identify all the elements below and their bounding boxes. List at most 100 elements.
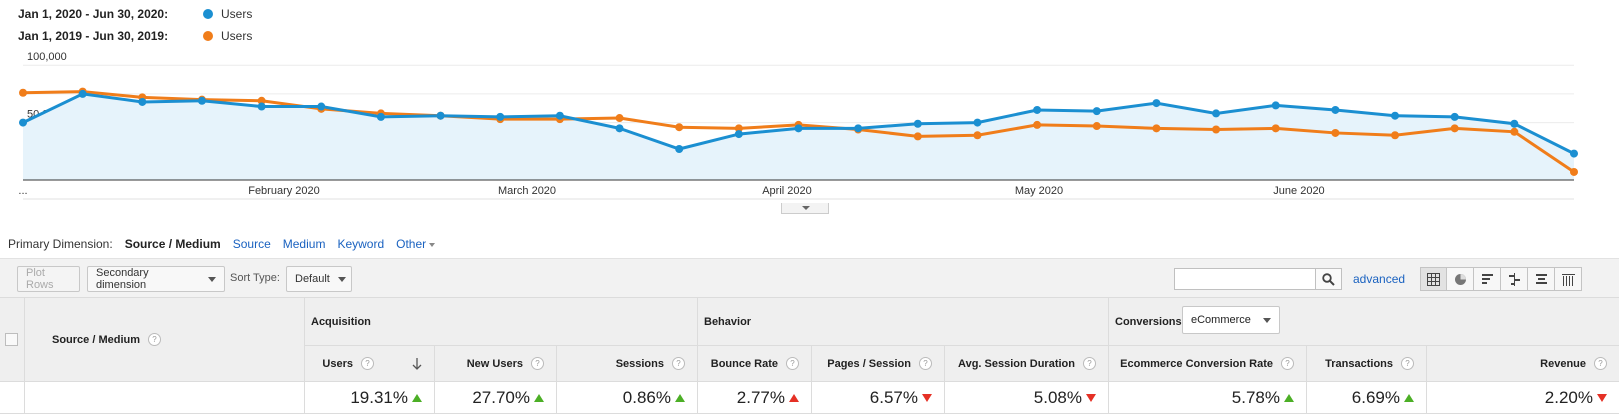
advanced-filter-link[interactable]: advanced: [1353, 272, 1406, 286]
primary-dimension-source-medium[interactable]: Source / Medium: [124, 237, 221, 251]
table-search-input[interactable]: [1174, 268, 1316, 290]
column-header-bounce-rate[interactable]: Bounce Rate?: [698, 346, 812, 382]
help-icon[interactable]: ?: [1083, 357, 1096, 370]
x-tick-label: May 2020: [1015, 185, 1063, 197]
current-period-point[interactable]: [1510, 119, 1519, 128]
column-header-new-users[interactable]: New Users?: [435, 346, 557, 382]
search-button[interactable]: [1316, 268, 1342, 290]
current-period-point[interactable]: [496, 112, 505, 121]
current-period-point[interactable]: [1570, 149, 1578, 158]
column-header-users[interactable]: Users?: [305, 346, 435, 382]
current-period-point[interactable]: [1391, 111, 1400, 120]
current-period-point[interactable]: [1450, 112, 1459, 121]
current-period-point[interactable]: [615, 124, 624, 133]
previous-period-point[interactable]: [1331, 128, 1340, 137]
previous-period-point[interactable]: [1152, 124, 1161, 133]
previous-period-point[interactable]: [615, 114, 624, 123]
source-medium-header[interactable]: Source / Medium ?: [25, 298, 305, 382]
x-tick-label: March 2020: [498, 185, 556, 197]
primary-dimension-medium[interactable]: Medium: [282, 237, 326, 251]
table-view-button[interactable]: [1420, 267, 1447, 291]
current-period-point[interactable]: [913, 119, 922, 128]
previous-period-point[interactable]: [1092, 122, 1101, 131]
previous-period-point[interactable]: [1391, 131, 1400, 140]
previous-period-point[interactable]: [913, 132, 922, 141]
help-icon[interactable]: ?: [1281, 357, 1294, 370]
help-icon[interactable]: ?: [361, 357, 374, 370]
trend-up-icon: [1404, 393, 1414, 402]
column-header-sessions[interactable]: Sessions?: [557, 346, 698, 382]
legend-row-current: Jan 1, 2020 - Jun 30, 2020: Users: [18, 3, 252, 25]
current-period-point[interactable]: [973, 118, 982, 127]
current-period-point[interactable]: [138, 97, 147, 106]
help-icon[interactable]: ?: [1401, 357, 1414, 370]
previous-period-point[interactable]: [1033, 120, 1042, 129]
current-period-point[interactable]: [1271, 101, 1280, 110]
current-period-point[interactable]: [436, 111, 445, 120]
help-icon[interactable]: ?: [531, 357, 544, 370]
previous-period-point[interactable]: [19, 88, 27, 97]
sort-descending-icon[interactable]: [412, 357, 422, 370]
help-icon[interactable]: ?: [672, 357, 685, 370]
column-header-label: Avg. Session Duration: [958, 357, 1075, 370]
previous-period-point[interactable]: [1510, 127, 1519, 136]
pivot-icon: [1561, 273, 1575, 286]
pivot-view-button[interactable]: [1555, 267, 1582, 291]
x-tick-label: February 2020: [248, 185, 320, 197]
primary-dimension-keyword[interactable]: Keyword: [337, 237, 385, 251]
previous-period-point[interactable]: [675, 123, 684, 132]
term-cloud-view-button[interactable]: [1528, 267, 1555, 291]
help-icon[interactable]: ?: [1594, 357, 1607, 370]
current-period-point[interactable]: [19, 118, 27, 127]
primary-dimension-other[interactable]: Other: [396, 237, 436, 251]
current-period-point[interactable]: [1033, 105, 1042, 114]
total-change-text: 6.69%: [1351, 387, 1400, 407]
column-header-ecommerce-conversion-rate[interactable]: Ecommerce Conversion Rate?: [1109, 346, 1307, 382]
previous-period-point[interactable]: [257, 96, 266, 105]
column-header-revenue[interactable]: Revenue?: [1427, 346, 1619, 382]
current-period-point[interactable]: [78, 89, 87, 98]
help-icon[interactable]: ?: [919, 357, 932, 370]
secondary-dimension-dropdown[interactable]: Secondary dimension: [87, 266, 225, 292]
pie-view-button[interactable]: [1447, 267, 1474, 291]
current-period-point[interactable]: [317, 102, 326, 111]
previous-period-point[interactable]: [973, 131, 982, 140]
current-period-point[interactable]: [1092, 107, 1101, 116]
comparison-view-button[interactable]: [1501, 267, 1528, 291]
current-period-area: [23, 93, 1574, 180]
total-change-text: 2.77%: [736, 387, 785, 407]
current-period-point[interactable]: [675, 145, 684, 154]
current-period-point[interactable]: [376, 112, 385, 121]
current-period-point[interactable]: [197, 96, 206, 105]
conversions-goal-dropdown[interactable]: eCommerce: [1182, 306, 1280, 334]
primary-dimension-source[interactable]: Source: [232, 237, 271, 251]
current-period-point[interactable]: [734, 130, 743, 139]
previous-period-point[interactable]: [1570, 167, 1578, 176]
current-period-point[interactable]: [794, 124, 803, 133]
current-period-point[interactable]: [854, 124, 863, 133]
legend-row-previous: Jan 1, 2019 - Jun 30, 2019: Users: [18, 25, 252, 47]
column-header-transactions[interactable]: Transactions?: [1307, 346, 1427, 382]
previous-period-point[interactable]: [1450, 124, 1459, 133]
previous-period-point[interactable]: [734, 124, 743, 133]
previous-period-point[interactable]: [1212, 125, 1221, 134]
plot-rows-button[interactable]: Plot Rows: [17, 266, 80, 292]
previous-period-point[interactable]: [1271, 124, 1280, 133]
current-period-point[interactable]: [555, 111, 564, 120]
current-period-point[interactable]: [1331, 105, 1340, 114]
current-period-point[interactable]: [1152, 99, 1161, 108]
help-icon[interactable]: ?: [786, 357, 799, 370]
column-header-pages-session[interactable]: Pages / Session?: [812, 346, 945, 382]
current-period-point[interactable]: [1212, 109, 1221, 118]
current-period-point[interactable]: [257, 102, 266, 111]
sort-type-dropdown[interactable]: Default: [286, 266, 352, 292]
chart-collapse-handle[interactable]: [781, 203, 829, 214]
acquisition-label: Acquisition: [311, 316, 371, 328]
performance-view-button[interactable]: [1474, 267, 1501, 291]
help-icon[interactable]: ?: [148, 333, 162, 346]
select-all-cell: [0, 298, 25, 382]
column-header-avg-session-duration[interactable]: Avg. Session Duration?: [945, 346, 1109, 382]
select-all-checkbox[interactable]: [5, 333, 18, 346]
comparison-icon: [1508, 272, 1520, 286]
